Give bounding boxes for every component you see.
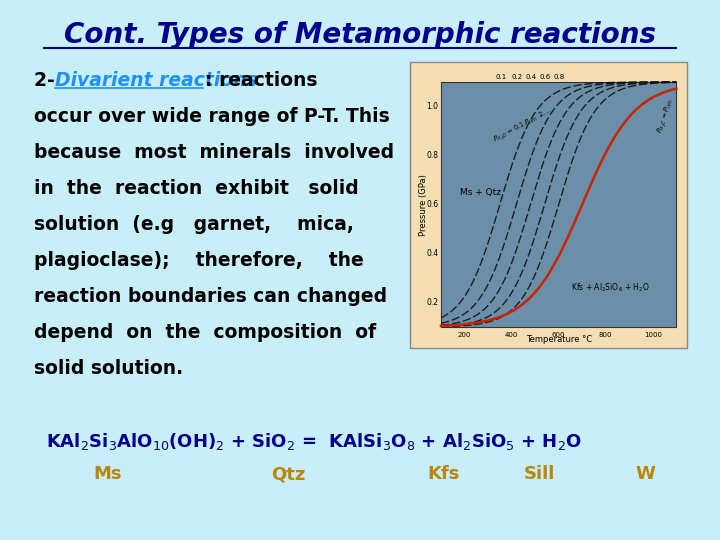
Text: solid solution.: solid solution.: [34, 359, 184, 377]
Text: 0.6: 0.6: [540, 74, 551, 80]
Text: occur over wide range of P-T. This: occur over wide range of P-T. This: [34, 106, 390, 125]
Text: Divarient reactions: Divarient reactions: [55, 71, 258, 90]
Text: 200: 200: [458, 332, 471, 338]
Text: 800: 800: [599, 332, 613, 338]
Text: 0.2: 0.2: [426, 298, 438, 307]
Text: depend  on  the  composition  of: depend on the composition of: [34, 322, 377, 341]
Text: 400: 400: [505, 332, 518, 338]
Text: : reactions: : reactions: [204, 71, 318, 90]
Text: solution  (e.g   garnet,    mica,: solution (e.g garnet, mica,: [34, 214, 354, 233]
Text: plagioclase);    therefore,    the: plagioclase); therefore, the: [34, 251, 364, 269]
FancyBboxPatch shape: [410, 62, 687, 348]
Text: Ms + Qtz: Ms + Qtz: [461, 188, 502, 197]
Text: Temperature °C: Temperature °C: [526, 334, 592, 343]
Text: Cont. Types of Metamorphic reactions: Cont. Types of Metamorphic reactions: [64, 21, 656, 49]
Text: Ms: Ms: [94, 465, 122, 483]
FancyBboxPatch shape: [441, 82, 676, 327]
Text: Sill: Sill: [523, 465, 555, 483]
Text: 0.8: 0.8: [426, 151, 438, 160]
Text: $P_{H_2C}$ = $P_{lith}$: $P_{H_2C}$ = $P_{lith}$: [656, 98, 678, 135]
Text: 0.1: 0.1: [495, 74, 506, 80]
Text: 1.0: 1.0: [426, 102, 438, 111]
Text: W: W: [636, 465, 656, 483]
Text: Kfs + Al$_2$SiO$_6$ + H$_2$O: Kfs + Al$_2$SiO$_6$ + H$_2$O: [571, 281, 650, 294]
Text: 1000: 1000: [644, 332, 662, 338]
Text: Pressure (GPa): Pressure (GPa): [419, 174, 428, 236]
Text: 0.6: 0.6: [426, 200, 438, 209]
Text: 0.4: 0.4: [426, 249, 438, 258]
Text: 600: 600: [552, 332, 565, 338]
Text: Kfs: Kfs: [428, 465, 460, 483]
Text: 0.2: 0.2: [512, 74, 523, 80]
Text: Qtz: Qtz: [271, 465, 306, 483]
Text: $P_{H_2O}$ = 0.1 $P_{lith}$  2...: $P_{H_2O}$ = 0.1 $P_{lith}$ 2...: [492, 106, 554, 146]
Text: 0.4: 0.4: [526, 74, 537, 80]
Text: reaction boundaries can changed: reaction boundaries can changed: [34, 287, 387, 306]
Text: 2-: 2-: [34, 71, 61, 90]
Text: in  the  reaction  exhibit   solid: in the reaction exhibit solid: [34, 179, 359, 198]
Text: KAl$_2$Si$_3$AlO$_{10}$(OH)$_2$ + SiO$_2$ =  KAlSi$_3$O$_8$ + Al$_2$SiO$_5$ + H$: KAl$_2$Si$_3$AlO$_{10}$(OH)$_2$ + SiO$_2…: [45, 431, 582, 453]
Text: because  most  minerals  involved: because most minerals involved: [34, 143, 395, 161]
Text: 0.8: 0.8: [554, 74, 565, 80]
